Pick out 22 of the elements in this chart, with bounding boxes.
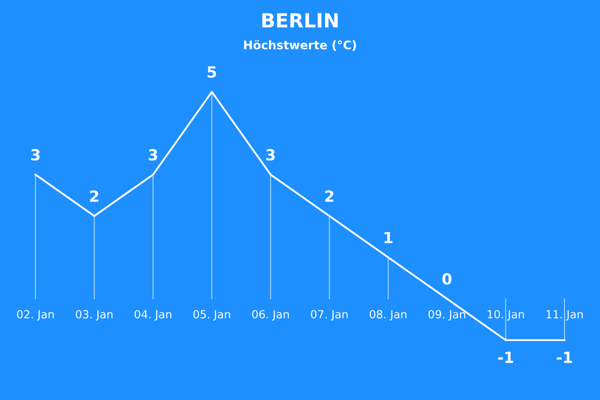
data-label: 5	[208, 66, 216, 78]
x-tick-label: 04. Jan	[134, 310, 172, 321]
data-label: 3	[148, 148, 158, 161]
x-tick-label: 02. Jan	[17, 310, 54, 321]
chart-title: BERLIN	[262, 13, 338, 28]
x-tick-label: 06. Jan	[252, 310, 289, 321]
x-tick-label: 07. Jan	[310, 310, 348, 321]
chart-subtitle: Höchstwerte (°C)	[244, 40, 356, 51]
x-tick-label: 11. Jan	[546, 310, 583, 321]
data-label: 0	[442, 273, 452, 285]
data-label: 3	[266, 148, 275, 161]
data-label: -1	[556, 352, 572, 363]
data-label: 2	[325, 190, 334, 202]
data-label: 1	[384, 232, 392, 244]
data-label: 2	[90, 190, 98, 202]
data-label: 3	[31, 148, 40, 161]
x-tick-label: 05. Jan	[193, 310, 230, 321]
x-tick-label: 09. Jan	[428, 310, 466, 321]
x-tick-label: 08. Jan	[370, 310, 406, 321]
x-tick-label: 03. Jan	[76, 310, 113, 321]
x-tick-label: 10. Jan	[488, 310, 524, 321]
data-label: -1	[498, 352, 514, 363]
